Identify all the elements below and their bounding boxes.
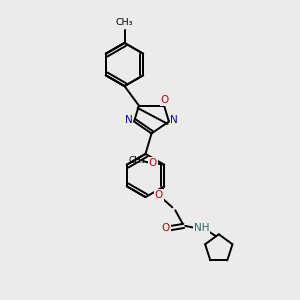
Text: N: N — [125, 115, 133, 125]
Text: O: O — [149, 158, 157, 168]
Text: O: O — [162, 223, 170, 233]
Text: O: O — [160, 95, 169, 105]
Text: O: O — [155, 190, 163, 200]
Text: N: N — [170, 115, 178, 125]
Text: N: N — [125, 115, 133, 125]
Text: N: N — [170, 115, 178, 125]
Text: CH₃: CH₃ — [129, 156, 146, 165]
Text: CH₃: CH₃ — [116, 18, 133, 27]
Text: O: O — [160, 95, 169, 105]
Text: O: O — [160, 95, 169, 105]
Text: NH: NH — [194, 223, 209, 233]
Text: N: N — [170, 115, 178, 125]
Text: N: N — [125, 115, 133, 125]
